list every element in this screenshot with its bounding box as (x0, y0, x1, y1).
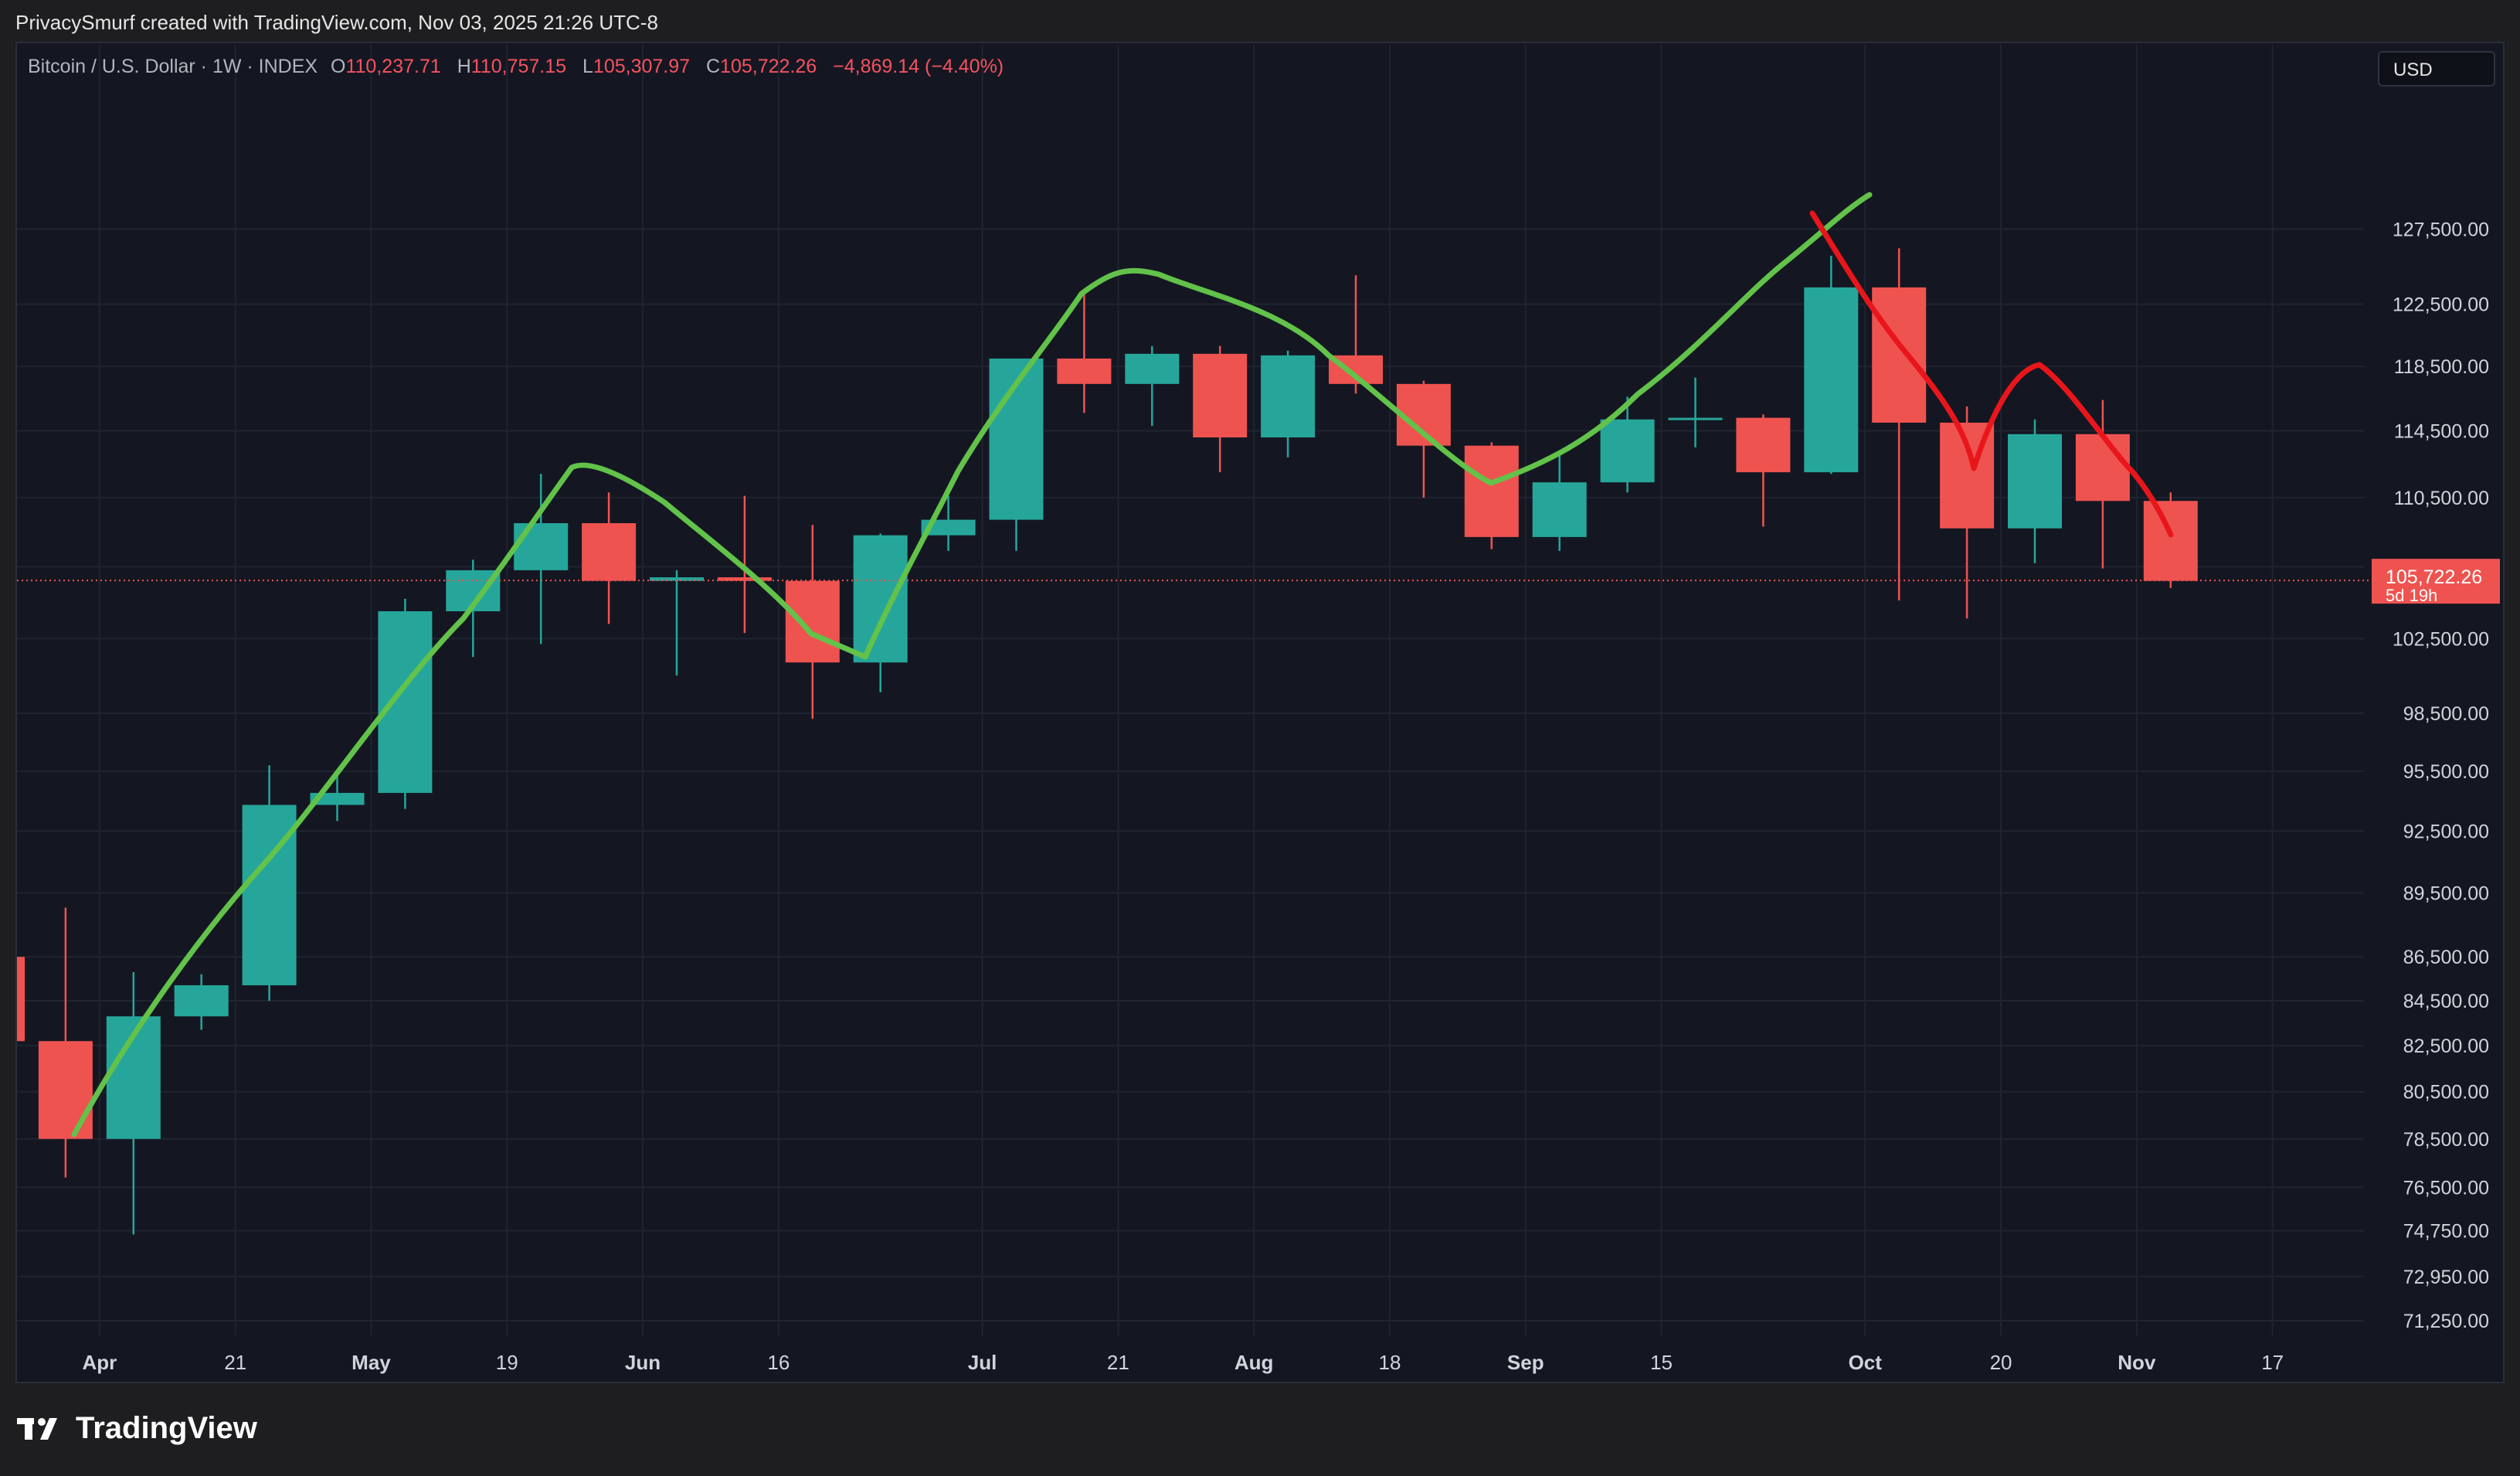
x-axis-tick-label: 20 (1990, 1351, 2012, 1374)
change-value: −4,869.14 (−4.40%) (833, 56, 1004, 77)
x-axis-tick-label: Apr (82, 1351, 117, 1374)
x-axis-tick-label: 19 (496, 1351, 518, 1374)
open-value: 110,237.71 (345, 56, 441, 77)
x-axis-tick-label: 15 (1650, 1351, 1673, 1374)
candle-body-up[interactable] (378, 611, 433, 794)
y-axis-tick-label: 118,500.00 (2394, 356, 2489, 378)
candle-body-down[interactable] (2143, 501, 2198, 581)
y-axis-tick-label: 78,500.00 (2403, 1129, 2489, 1151)
symbol-description[interactable]: Bitcoin / U.S. Dollar · 1W · INDEX (28, 56, 318, 77)
y-axis-tick-label: 71,250.00 (2403, 1311, 2489, 1332)
y-axis-tick-label: 89,500.00 (2403, 883, 2489, 904)
price-tag-value: 105,722.26 (2386, 566, 2482, 588)
y-axis-tick-label: 84,500.00 (2403, 991, 2489, 1012)
x-axis-tick-label: Oct (1849, 1351, 1883, 1374)
candle-body-up[interactable] (174, 985, 229, 1017)
top-bar: PrivacySmurf created with TradingView.co… (0, 0, 2520, 45)
candle-body-up[interactable] (514, 523, 569, 570)
candle-body-down[interactable] (1872, 287, 1927, 423)
low-label: L (582, 56, 593, 77)
price-tag-countdown: 5d 19h (2386, 586, 2437, 605)
y-axis-tick-label: 92,500.00 (2403, 821, 2489, 842)
y-axis-tick-label: 110,500.00 (2394, 488, 2489, 509)
ohlc-legend: Bitcoin / U.S. Dollar · 1W · INDEX O110,… (28, 56, 1014, 78)
high-label: H (457, 56, 471, 77)
candle-body-down[interactable] (1193, 353, 1248, 438)
green-trend-drawing (71, 192, 1873, 1138)
candle-body-up[interactable] (853, 535, 908, 663)
chart-credit: PrivacySmurf created with TradingView.co… (15, 11, 658, 34)
candle-body-down[interactable] (1057, 358, 1112, 384)
red-trend-drawing (1809, 210, 2174, 538)
candle-body-up[interactable] (1261, 355, 1316, 438)
candle-body-down[interactable] (38, 1041, 93, 1139)
candle-body-down[interactable] (1736, 417, 1791, 473)
candle-body-down[interactable] (1464, 445, 1519, 537)
candle-body-up[interactable] (650, 577, 704, 581)
currency-button[interactable]: USD (2378, 51, 2495, 87)
tradingview-logo-icon (17, 1417, 57, 1440)
candle-body-up[interactable] (1600, 419, 1655, 483)
y-axis-tick-label: 95,500.00 (2403, 761, 2489, 783)
price-tag (2372, 559, 2500, 604)
close-label: C (706, 56, 721, 77)
candle-body-up[interactable] (1532, 482, 1587, 537)
close-value: 105,722.26 (720, 56, 817, 77)
x-axis-tick-label: Jun (625, 1351, 661, 1374)
y-axis-tick-label: 74,750.00 (2403, 1221, 2489, 1243)
candle-body-down[interactable] (582, 523, 637, 581)
x-axis-tick-label: 17 (2261, 1351, 2284, 1374)
y-axis-tick-label: 127,500.00 (2393, 219, 2489, 241)
candle-body-up[interactable] (921, 519, 976, 536)
candle-body-up[interactable] (2008, 434, 2062, 529)
candle-body-down[interactable] (2075, 434, 2130, 502)
y-axis-tick-label: 98,500.00 (2403, 703, 2489, 725)
open-label: O (331, 56, 346, 77)
y-axis-tick-label: 76,500.00 (2403, 1177, 2489, 1199)
candle-body-up[interactable] (1125, 353, 1180, 384)
candle-body-up[interactable] (1668, 417, 1723, 420)
candles-group (0, 248, 2198, 1235)
y-axis-tick-label: 86,500.00 (2403, 947, 2489, 968)
tradingview-logo[interactable]: TradingView (17, 1411, 257, 1446)
low-value: 105,307.97 (593, 56, 691, 77)
y-axis-tick-label: 80,500.00 (2403, 1082, 2489, 1104)
candle-body-down[interactable] (717, 577, 772, 581)
y-axis-tick-label: 72,950.00 (2403, 1267, 2489, 1288)
x-axis-tick-label: Sep (1507, 1351, 1544, 1374)
x-axis-tick-label: 21 (224, 1351, 246, 1374)
x-axis-tick-label: 21 (1107, 1351, 1129, 1374)
tradingview-wordmark: TradingView (76, 1411, 257, 1445)
candle-body-up[interactable] (310, 793, 365, 805)
y-axis-tick-label: 82,500.00 (2403, 1036, 2489, 1057)
high-value: 110,757.15 (470, 56, 567, 77)
x-axis-tick-label: May (352, 1351, 391, 1374)
candle-body-up[interactable] (1804, 287, 1859, 473)
candle-body-down[interactable] (785, 580, 840, 663)
candle-body-down[interactable] (0, 957, 25, 1042)
x-axis-tick-label: 16 (767, 1351, 790, 1374)
x-axis-tick-label: Jul (968, 1351, 997, 1374)
x-axis-tick-label: Nov (2118, 1351, 2156, 1374)
x-axis-tick-label: Aug (1235, 1351, 1274, 1374)
x-axis-tick-label: 18 (1378, 1351, 1401, 1374)
y-axis-tick-label: 122,500.00 (2393, 294, 2489, 316)
y-axis-tick-label: 114,500.00 (2394, 421, 2489, 443)
y-axis-tick-label: 102,500.00 (2393, 628, 2489, 650)
